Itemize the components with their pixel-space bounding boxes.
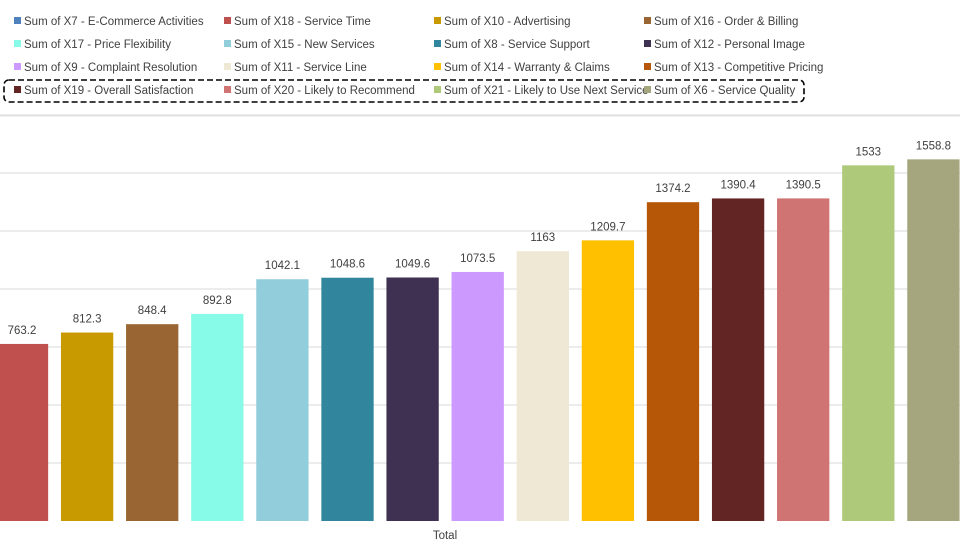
bar: [451, 271, 504, 521]
legend-swatch: [434, 63, 441, 70]
data-labels: 763.2 812.3 848.4 892.8 1042.1 1048.6 1049.6 10…: [8, 140, 951, 337]
legend-label: Sum of X14 - Warranty & Claims: [444, 62, 610, 74]
x-axis-label: Total: [433, 530, 457, 540]
legend-label: Sum of X11 - Service Line: [234, 62, 367, 74]
legend-label: Sum of X12 - Personal Image: [654, 39, 805, 51]
data-label: 1390.5: [786, 179, 821, 191]
data-label: 1533: [856, 146, 882, 158]
bar: [711, 198, 765, 522]
data-label: 848.4: [138, 305, 167, 317]
legend-label: Sum of X16 - Order & Billing: [654, 16, 798, 28]
legend-label: Sum of X17 - Price Flexibility: [24, 39, 171, 51]
bar: [0, 343, 49, 521]
legend-swatch: [14, 63, 21, 70]
legend-swatch: [644, 86, 651, 93]
bar: [191, 313, 244, 521]
data-label: 1163: [530, 232, 555, 244]
legend-label: Sum of X18 - Service Time: [234, 16, 371, 28]
legend-item: Sum of X20 - Likely to Recommend: [224, 85, 415, 97]
data-label: 1048.6: [330, 259, 365, 271]
legend-swatch: [434, 40, 441, 47]
legend-item: Sum of X13 - Competitive Pricing: [644, 62, 823, 74]
data-label: 1374.2: [655, 183, 690, 195]
data-label: 1073.5: [460, 253, 495, 265]
legend-item: Sum of X10 - Advertising: [434, 16, 571, 28]
legend-item: Sum of X12 - Personal Image: [644, 39, 805, 51]
bar: [256, 279, 309, 521]
data-label: 892.8: [203, 295, 232, 307]
bar: [126, 324, 179, 521]
data-label: 1049.6: [395, 258, 430, 270]
data-label: 763.2: [8, 325, 37, 337]
data-label: 1042.1: [265, 260, 300, 272]
bar: [386, 277, 439, 521]
legend-swatch: [224, 40, 231, 47]
legend-swatch: [14, 17, 21, 24]
legend-label: Sum of X7 - E-Commerce Activities: [24, 16, 204, 28]
bars: [0, 159, 960, 522]
legend-swatch: [224, 63, 231, 70]
legend-item: Sum of X19 - Overall Satisfaction: [14, 85, 193, 97]
legend-item: Sum of X8 - Service Support: [434, 39, 591, 51]
legend-highlight-box: [3, 79, 805, 103]
legend-label: Sum of X20 - Likely to Recommend: [234, 85, 415, 97]
bar: [907, 159, 960, 521]
bar: [646, 202, 700, 521]
legend-item: Sum of X17 - Price Flexibility: [14, 39, 171, 51]
legend-item: Sum of X6 - Service Quality: [644, 85, 795, 97]
legend-item: Sum of X9 - Complaint Resolution: [14, 62, 197, 74]
bar: [60, 332, 114, 521]
legend-label: Sum of X21 - Likely to Use Next Service: [444, 85, 649, 97]
data-label: 1390.4: [721, 179, 757, 191]
legend-swatch: [434, 86, 441, 93]
data-label: 1558.8: [916, 140, 951, 152]
legend-swatch: [224, 86, 231, 93]
legend: Sum of X7 - E-Commerce Activities Sum of …: [14, 16, 823, 97]
legend-label: Sum of X10 - Advertising: [444, 16, 571, 28]
bar: [842, 165, 895, 521]
legend-label: Sum of X6 - Service Quality: [654, 85, 795, 97]
legend-item: Sum of X7 - E-Commerce Activities: [14, 16, 204, 28]
legend-swatch: [434, 17, 441, 24]
legend-swatch: [14, 40, 21, 47]
bar: [321, 277, 374, 521]
bar: [581, 240, 635, 521]
legend-label: Sum of X8 - Service Support: [444, 39, 591, 51]
bar: [516, 251, 569, 521]
legend-label: Sum of X15 - New Services: [234, 39, 375, 51]
legend-swatch: [224, 17, 231, 24]
legend-item: Sum of X15 - New Services: [224, 39, 375, 51]
legend-item: Sum of X21 - Likely to Use Next Service: [434, 85, 649, 97]
bar: [777, 198, 830, 522]
data-label: 1209.7: [590, 221, 625, 233]
data-label: 812.3: [73, 314, 102, 326]
legend-item: Sum of X18 - Service Time: [224, 16, 371, 28]
legend-item: Sum of X11 - Service Line: [224, 62, 367, 74]
legend-item: Sum of X14 - Warranty & Claims: [434, 62, 610, 74]
legend-swatch: [644, 40, 651, 47]
legend-swatch: [644, 17, 651, 24]
legend-item: Sum of X16 - Order & Billing: [644, 16, 798, 28]
legend-swatch: [14, 86, 21, 93]
legend-label: Sum of X19 - Overall Satisfaction: [24, 85, 193, 97]
legend-swatch: [644, 63, 651, 70]
legend-label: Sum of X13 - Competitive Pricing: [654, 62, 823, 74]
legend-label: Sum of X9 - Complaint Resolution: [24, 62, 197, 74]
